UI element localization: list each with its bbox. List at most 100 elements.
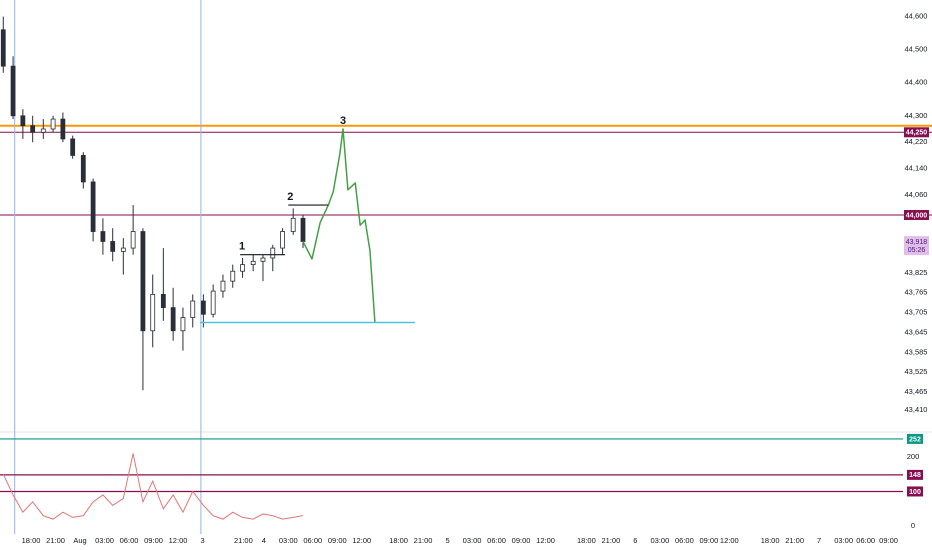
level-label: 100 (909, 489, 921, 496)
x-tick-label: 03:00 (651, 536, 670, 545)
x-tick-label: 06:00 (675, 536, 694, 545)
candle-body (300, 217, 306, 242)
candle-body (60, 118, 66, 140)
x-tick-label: 06:00 (856, 536, 875, 545)
y-tick-label: 44,500 (905, 45, 928, 54)
x-tick-label: 18:00 (761, 536, 780, 545)
x-tick-label: 03:00 (279, 536, 298, 545)
y-tick-label: 44,220 (905, 137, 928, 146)
candle-body (0, 29, 6, 67)
candle-body (190, 300, 196, 318)
candle-body (250, 260, 256, 266)
level-label: 44,000 (906, 212, 928, 219)
candle-body (40, 128, 46, 133)
x-tick-label: Aug (73, 536, 86, 545)
candle-body (20, 115, 26, 127)
x-tick-label: 09:00 (328, 536, 347, 545)
x-tick-label: 7 (817, 536, 821, 545)
x-tick-label: 21:00 (414, 536, 433, 545)
candle-body (30, 125, 36, 133)
x-tick-label: 5 (445, 536, 449, 545)
y-tick-label: 0 (911, 521, 915, 530)
y-tick-label: 44,600 (905, 12, 928, 21)
x-tick-label: 09:00 (144, 536, 163, 545)
x-tick-label: 21:00 (46, 536, 65, 545)
y-tick-label: 43,825 (905, 268, 928, 277)
x-tick-label: 21:00 (234, 536, 253, 545)
swing-label: 2 (287, 191, 293, 203)
y-tick-label: 43,645 (905, 327, 928, 336)
x-tick-label: 21:00 (785, 536, 804, 545)
candle-body (110, 241, 116, 252)
indicator-line (2, 453, 304, 520)
candle-body (70, 138, 76, 156)
level-badge (907, 469, 923, 480)
candle-body (140, 231, 146, 332)
candle-body (210, 290, 216, 315)
swing-label: 1 (239, 241, 245, 253)
candle-body (170, 307, 176, 332)
level-label: 148 (909, 472, 921, 479)
candle-body (10, 65, 16, 117)
y-tick-label: 44,300 (905, 111, 928, 120)
last-price-badge (904, 236, 929, 256)
x-tick-label: 09:00 (879, 536, 898, 545)
x-tick-label: 18:00 (22, 536, 41, 545)
x-tick-label: 03:00 (95, 536, 114, 545)
countdown-label: 05:26 (908, 247, 926, 254)
candle-body (50, 118, 56, 130)
candle-body (100, 231, 106, 242)
x-tick-label: 03:00 (834, 536, 853, 545)
y-tick-label: 43,705 (905, 308, 928, 317)
x-tick-label: 18:00 (577, 536, 596, 545)
x-tick-label: 3 (200, 536, 204, 545)
candle-body (260, 257, 266, 262)
x-tick-label: 03:00 (463, 536, 482, 545)
candle-body (240, 264, 245, 272)
projection-path (302, 128, 376, 322)
y-tick-label: 44,140 (905, 164, 928, 173)
candle-body (180, 317, 186, 332)
level-badge (907, 486, 923, 497)
y-tick-label: 44,400 (905, 78, 928, 87)
x-tick-label: 12:00 (352, 536, 371, 545)
candle-body (130, 231, 136, 249)
level-badge (904, 210, 929, 220)
x-tick-label: 6 (633, 536, 637, 545)
x-tick-label: 12:00 (720, 536, 739, 545)
candle-body (270, 247, 276, 259)
candle-body (200, 300, 206, 315)
x-tick-label: 06:00 (487, 536, 506, 545)
swing-label: 3 (340, 115, 346, 127)
last-price-label: 43,918 (906, 239, 928, 246)
x-tick-label: 12:00 (169, 536, 188, 545)
y-tick-label: 43,525 (905, 367, 928, 376)
y-tick-label: 200 (907, 452, 920, 461)
candle-body (160, 293, 166, 309)
level-badge (904, 127, 929, 138)
candle-body (80, 155, 86, 183)
x-tick-label: 06:00 (120, 536, 139, 545)
y-tick-label: 43,465 (905, 387, 928, 396)
candle-body (150, 293, 156, 332)
candle-body (230, 270, 236, 282)
level-label: 44,250 (906, 130, 928, 137)
level-label: 252 (909, 436, 921, 443)
candle-body (280, 231, 285, 249)
x-tick-label: 4 (262, 536, 266, 545)
x-tick-label: 06:00 (303, 536, 322, 545)
x-tick-label: 18:00 (389, 536, 408, 545)
level-badge (907, 433, 923, 444)
candle-body (120, 247, 126, 252)
x-tick-label: 09:00 (512, 536, 531, 545)
y-tick-label: 43,410 (905, 405, 928, 414)
x-tick-label: 12:00 (536, 536, 555, 545)
y-tick-label: 43,585 (905, 347, 928, 356)
candle-body (90, 181, 96, 232)
y-tick-label: 44,060 (905, 190, 928, 199)
candle-body (290, 217, 296, 232)
x-tick-label: 09:00 (700, 536, 719, 545)
candle-body (220, 280, 226, 292)
